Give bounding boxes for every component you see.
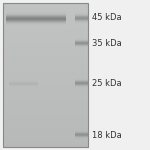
- Text: 25 kDa: 25 kDa: [92, 79, 122, 88]
- Text: 45 kDa: 45 kDa: [92, 14, 122, 22]
- Text: 35 kDa: 35 kDa: [92, 39, 122, 48]
- Bar: [3, 3, 88, 147]
- Text: 18 kDa: 18 kDa: [92, 130, 122, 140]
